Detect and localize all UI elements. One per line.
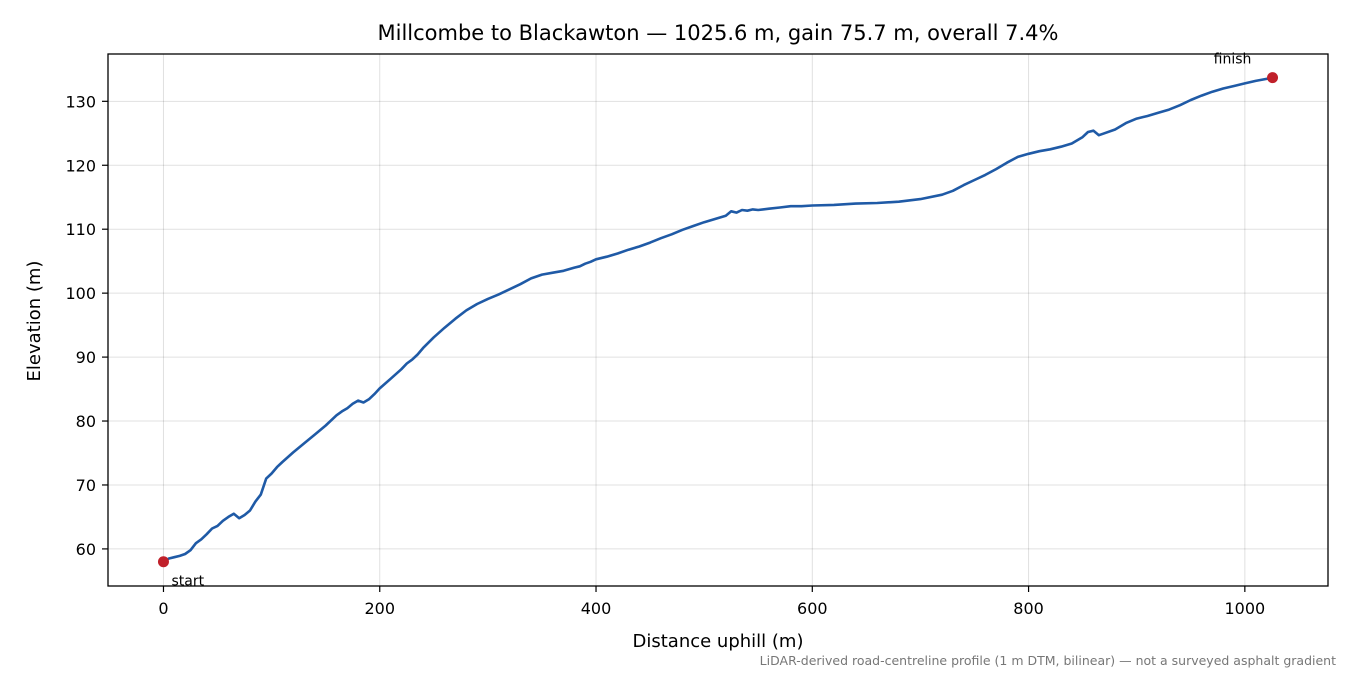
y-tick-label: 80 xyxy=(76,412,96,431)
y-tick-label: 110 xyxy=(65,220,96,239)
elevation-line xyxy=(162,76,1274,564)
plot-lines xyxy=(162,76,1274,564)
x-axis-label: Distance uphill (m) xyxy=(633,631,804,652)
y-tick-label: 90 xyxy=(76,348,96,367)
x-tick-label: 200 xyxy=(364,599,395,618)
x-tick-label: 400 xyxy=(581,599,612,618)
y-axis-label: Elevation (m) xyxy=(24,261,45,382)
y-tick-label: 60 xyxy=(76,540,96,559)
plot-area-frame xyxy=(107,53,1329,587)
x-tick-label: 0 xyxy=(158,599,168,618)
x-tick-label: 600 xyxy=(797,599,828,618)
start-annotation: start xyxy=(171,574,204,590)
y-tick-label: 120 xyxy=(65,156,96,175)
data-source-footnote: LiDAR-derived road-centreline profile (1… xyxy=(760,653,1336,668)
y-tick-label: 70 xyxy=(76,476,96,495)
y-tick-label: 100 xyxy=(65,284,96,303)
y-tick-label: 130 xyxy=(65,92,96,111)
finish-marker xyxy=(1267,72,1279,84)
x-tick-label: 1000 xyxy=(1224,599,1265,618)
axis-ticks: 0 200 400 600 800 1000 60 70 80 90 100 110 120 130 xyxy=(65,92,1265,618)
chart-title: Millcombe to Blackawton — 1025.6 m, gain… xyxy=(377,21,1058,45)
finish-annotation: finish xyxy=(1214,52,1252,68)
x-tick-label: 800 xyxy=(1013,599,1044,618)
markers xyxy=(157,72,1279,568)
start-marker xyxy=(157,556,169,568)
grid xyxy=(108,54,1328,586)
